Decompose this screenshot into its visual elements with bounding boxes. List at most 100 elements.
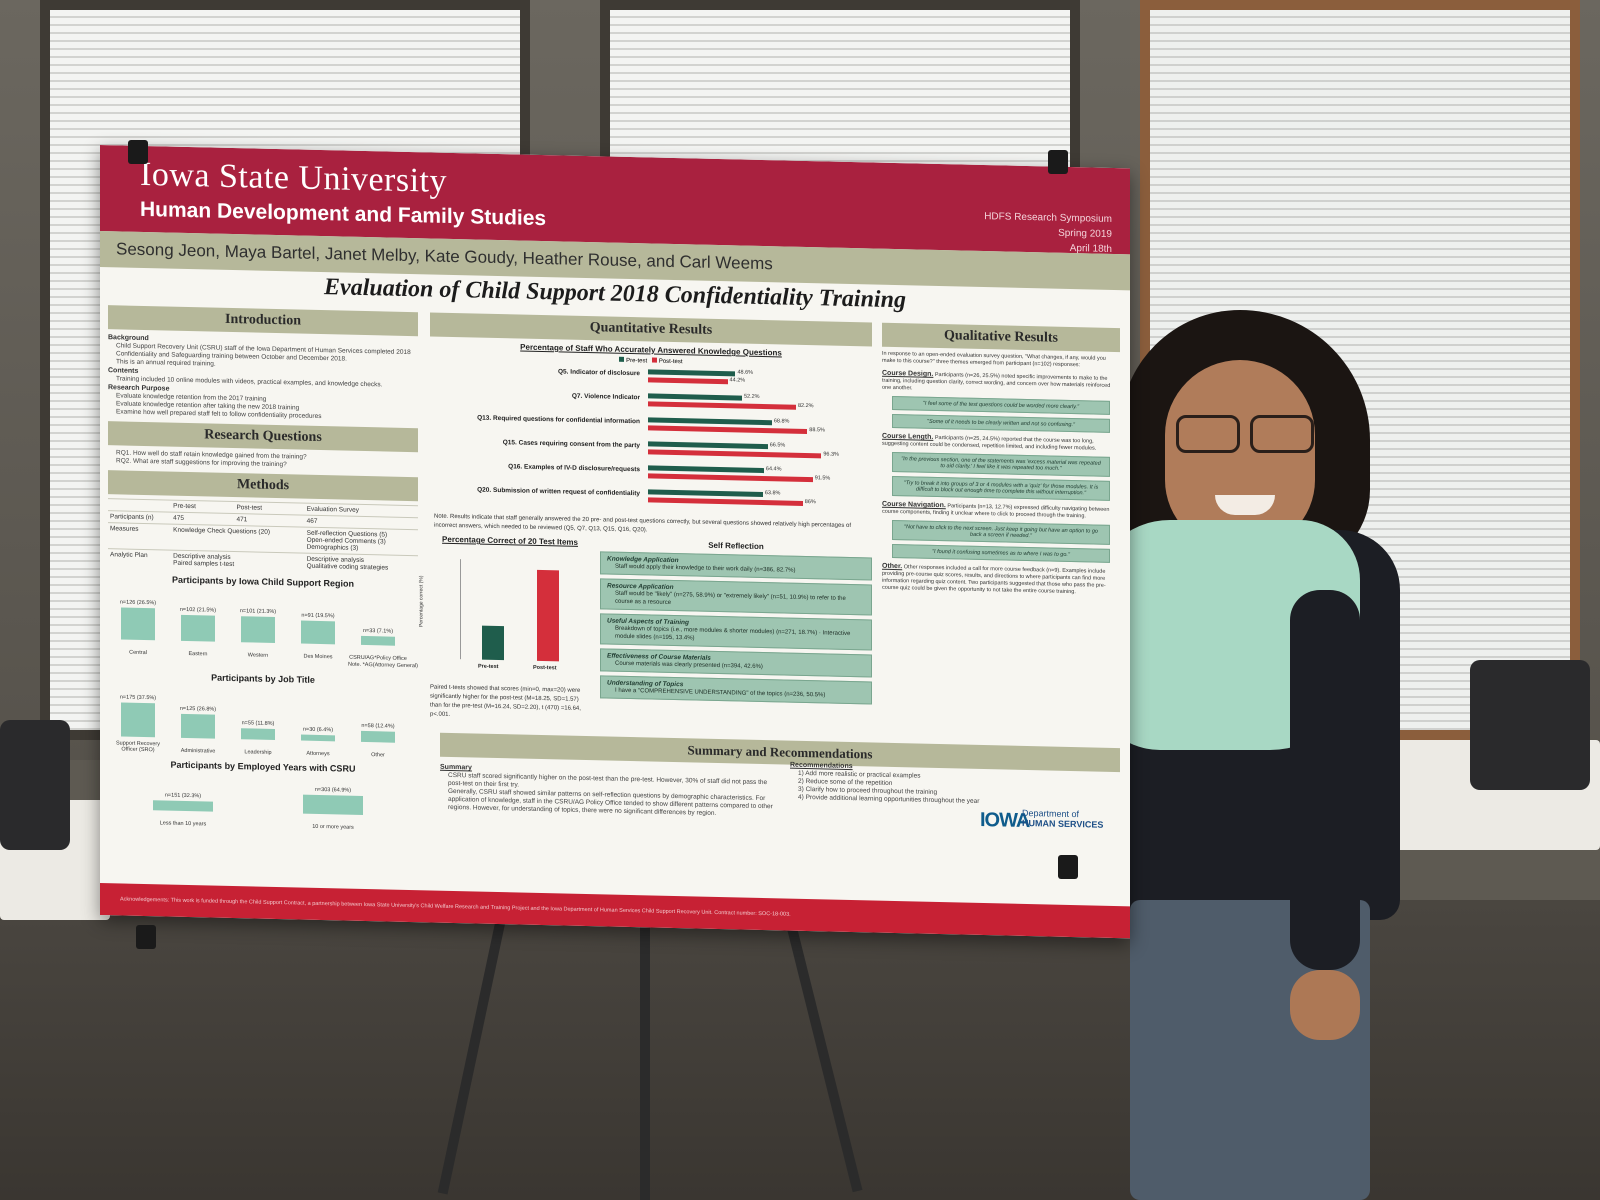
ttest-result: Paired t-tests showed that scores (min=0… [430,684,581,718]
demographic-bar [241,616,275,643]
participant-quote: "I found it confusing sometimes as to wh… [892,543,1110,563]
demographic-bar [301,734,335,742]
question-label: Q15. Cases requiring consent from the pa… [502,439,640,450]
reflection-box: Knowledge Application Staff would apply t… [600,551,872,581]
section-heading: Introduction [108,305,418,337]
test-score-chart: Percentage correct (%) Pre-test Post-test [419,543,580,686]
poster-column-center: Quantitative Results Percentage of Staff… [419,312,872,764]
binder-clip [136,925,156,949]
table-cell: Knowledge Check Questions (20) [171,524,305,554]
theme-label: Course Design. [882,369,934,378]
demographic-bar [241,728,275,740]
table-row-label: Analytic Plan [108,548,172,569]
table-row-label: Measures [108,522,172,551]
table-cell: Descriptive analysis Paired samples t-te… [171,550,305,572]
presenter [1050,300,1400,1200]
bar-value-label: 63.8% [764,490,781,497]
bar-value-label: 52.2% [743,393,760,400]
presenter-glasses [1170,415,1320,453]
event-line: HDFS Research Symposium [984,211,1112,225]
demographic-bar [303,794,363,815]
post-test-bar [648,401,796,410]
post-test-bar [648,425,808,435]
post-test-bar [648,473,813,483]
participant-quote: "Some of it needs to be clearly written … [892,413,1110,433]
bar-value-label: n=33 (7.1%) [362,628,394,636]
qual-theme: Course Length. Participants (n=25, 24.5%… [882,433,1120,453]
knowledge-questions-chart: Q5. Indicator of disclosure 48.6% 44.2% Q7.… [430,362,872,522]
bar-category-label: Other [371,752,385,759]
participant-quote: "I feel some of the test questions could… [892,395,1110,415]
pre-test-bar [648,489,763,498]
participant-quote: "Try to break it into groups of 3 or 4 m… [892,475,1110,501]
legend-post: Post-test [658,358,683,366]
bar-value-label: n=91 (19.5%) [301,612,335,619]
y-axis-label: Percentage correct (%) [418,575,425,628]
bar-category-label: 10 or more years [312,823,354,831]
bar-value-label: 48.6% [737,369,754,376]
section-heading: Research Questions [108,421,418,453]
demographic-bar [121,702,155,738]
question-label: Q13. Required questions for confidential… [477,414,640,426]
reflection-box: Effectiveness of Course Materials Course … [600,648,872,678]
bar-category-label: Support Recovery Officer (SRO) [115,740,161,754]
test-score-bar [537,570,559,662]
department-name: Human Development and Family Studies [140,197,547,231]
bar-value-label: n=58 (12.4%) [361,722,395,730]
summary-text: Summary CSRU staff scored significantly … [440,763,780,820]
qual-theme: Other. Other responses included a call f… [882,563,1120,597]
question-label: Q5. Indicator of disclosure [558,368,640,378]
bar-value-label: n=126 (26.5%) [119,599,157,607]
chair-right [1470,660,1590,790]
demographic-bar [121,607,155,641]
pre-test-bar [648,441,768,450]
event-info: HDFS Research Symposium Spring 2019 Apri… [984,209,1112,257]
pre-test-bar [648,369,736,377]
job-bar-chart: n=175 (37.5%) Support Recovery Officer (S… [108,682,418,759]
bar-category-label: Less than 10 years [159,820,207,828]
bar-value-label: 44.2% [729,377,746,384]
methods-table: Pre-test Post-test Evaluation Survey Par… [108,498,418,575]
bar-value-label: n=175 (37.5%) [119,694,157,702]
section-heading: Qualitative Results [882,322,1120,353]
poster-column-right: Qualitative Results In response to an op… [882,322,1120,597]
bar-category-label: Leadership [244,749,272,756]
qual-theme: Course Design. Participants (n=26, 25.5%… [882,370,1120,397]
bar-category-label: Post-test [533,664,557,672]
demographic-bar [361,730,395,743]
bar-value-label: 82.2% [797,402,814,410]
poster-column-left: Introduction Background Child Support Re… [108,305,418,832]
binder-clip [1048,150,1068,174]
logo-text: Department of HUMAN SERVICES [1022,807,1104,830]
demographic-bar [361,636,395,646]
participant-quote: "In the previous section, one of the sta… [892,451,1110,477]
bar-value-label: 68.8% [773,418,790,425]
y-axis [460,559,461,660]
theme-label: Course Navigation. [882,500,946,510]
bar-category-label: Attorneys [306,750,330,758]
legend-pre: Pre-test [626,357,648,365]
binder-clip [128,140,148,164]
question-label: Q16. Examples of IV-D disclosure/request… [508,463,640,474]
qual-theme: Course Navigation. Participants (n=13, 1… [882,501,1120,521]
self-reflection-boxes: Knowledge Application Staff would apply t… [600,551,872,705]
bar-value-label: 86% [804,498,816,506]
bar-value-label: 88.5% [809,427,825,434]
self-reflection-heading: Self Reflection [708,540,764,552]
chair-left [0,720,70,850]
pre-test-bar [648,465,764,474]
bar-value-label: n=151 (32.3%) [164,792,202,800]
post-test-bar [648,497,803,506]
years-bar-chart: n=151 (32.3%) Less than 10 years n=303 (64… [108,770,418,832]
recommendations: Recommendations 1) Add more realistic or… [790,761,1120,809]
theme-label: Other. [882,562,903,571]
presenter-hand [1290,970,1360,1040]
easel-leg [640,900,650,1200]
reflection-box: Useful Aspects of Training Breakdown of t… [600,613,872,651]
bar-value-label: n=303 (64.9%) [314,786,352,794]
question-label: Q20. Submission of written request of co… [477,486,640,498]
iowa-dhs-logo: IOWA Department of HUMAN SERVICES [980,805,1110,840]
post-test-bar [648,449,822,459]
theme-label: Course Length. [882,432,934,441]
